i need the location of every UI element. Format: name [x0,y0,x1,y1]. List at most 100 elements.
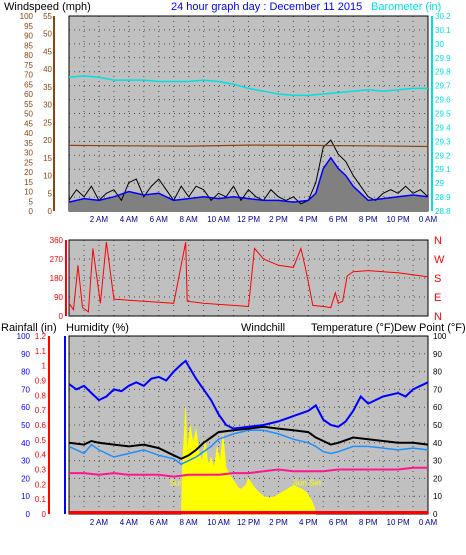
wind-x-tick-label: 10 AM [207,215,230,224]
wind-x-tick-label: 10 PM [387,215,410,224]
temperature-x-tick-label: 8 AM [180,518,199,527]
wind-tick-label: 50 [24,110,33,119]
temperature-x-tick-label: 8 PM [359,518,378,527]
dewpoint-line [69,466,428,478]
direction-tick-label: 90 [54,293,63,302]
temperature-tick-label: 30 [433,457,442,466]
temperature-x-tick-label: 6 AM [150,518,169,527]
dewpoint-axis-title: Dew Point (°F) [394,322,466,334]
sunset-label: Sun Set [293,479,322,488]
direction-tick-label: 180 [50,274,64,283]
wind-mid-tick-label: 5 [48,189,53,198]
barometer-tick-label: 29.7 [435,82,451,91]
temperature-x-tick-label: 12 PM [237,518,260,527]
wind-tick-label: 10 [24,188,33,197]
wind-mid-tick-label: 40 [43,65,52,74]
barometer-tick-label: 30.1 [435,26,451,35]
temperature-x-tick-label: 6 PM [329,518,348,527]
wind-x-tick-label: 12 PM [237,215,260,224]
wind-x-tick-label: 8 AM [180,215,199,224]
wind-x-tick-label: 4 AM [120,215,139,224]
wind-gust-line [68,139,429,205]
barometer-axis-title: Barometer (in) [371,1,441,13]
wind-tick-label: 30 [24,149,33,158]
temperature-tick-label: 10 [433,492,442,501]
wind-tick-label: 25 [24,158,33,167]
rain-tick-label: 0.7 [35,406,47,415]
humidity-tick-label: 40 [21,439,30,448]
rain-tick-label: 0.8 [35,391,47,400]
rain-tick-label: 0.9 [35,377,47,386]
humidity-tick-label: 50 [21,421,30,430]
humidity-axis-title: Humidity (%) [66,322,129,334]
wind-direction-line [68,242,429,313]
wind-mid-tick-label: 10 [43,172,52,181]
rain-tick-label: 0.6 [35,421,47,430]
humidity-tick-label: 100 [17,332,31,341]
barometer-tick-label: 29.5 [435,110,451,119]
wind-x-tick-label: 8 PM [359,215,378,224]
wind-mid-tick-label: 50 [43,30,52,39]
barometer-tick-label: 29.4 [435,123,451,132]
barometer-tick-label: 29.8 [435,68,451,77]
compass-tick-label: N [434,235,442,247]
temperature-x-tick-label: 2 PM [269,518,288,527]
windchill-label: Windchill [241,322,285,334]
wind-tick-label: 5 [29,197,34,206]
barometer-tick-label: 30 [435,40,444,49]
temperature-tick-label: 100 [433,332,447,341]
wind-x-tick-label: 2 AM [90,215,109,224]
temperature-x-tick-label: 4 AM [120,518,139,527]
rain-tick-label: 1 [42,362,47,371]
wind-tick-label: 80 [24,51,33,60]
humidity-tick-label: 80 [21,368,30,377]
wind-axis-title: Windspeed (mph) [4,1,91,13]
barometer-tick-label: 29.2 [435,151,451,160]
rainfall-axis-title: Rainfall (in) [1,322,57,334]
temperature-axis-title: Temperature (°F) [311,322,394,334]
barometer-tick-label: 29 [435,179,444,188]
temperature-tick-label: 0 [433,510,438,519]
rain-tick-label: 0.4 [35,451,47,460]
wind-x-tick-label: 0 AM [419,215,438,224]
temperature-tick-label: 20 [433,474,442,483]
compass-tick-label: S [434,273,441,285]
rain-tick-label: 0.5 [35,436,47,445]
wind-x-tick-label: 6 PM [329,215,348,224]
wind-mid-tick-label: 0 [48,207,53,216]
compass-tick-label: W [434,254,445,266]
wind-x-tick-label: 4 PM [299,215,318,224]
chart-layer: 1009590858075706560555045403530252015105… [17,12,451,527]
humidity-tick-label: 30 [21,457,30,466]
wind-tick-label: 40 [24,129,33,138]
wind-mid-tick-label: 55 [43,12,52,21]
temperature-tick-label: 40 [433,439,442,448]
sunrise-label: Sun Rise [169,479,202,488]
rain-tick-label: 0.3 [35,466,47,475]
wind-tick-label: 75 [24,61,33,70]
rain-tick-label: 1.1 [35,347,47,356]
humidity-line [68,359,429,430]
wind-tick-label: 95 [24,22,33,31]
temperature-x-tick-label: 0 AM [419,518,438,527]
direction-tick-label: 0 [59,312,64,321]
temperature-x-tick-label: 2 AM [90,518,109,527]
temperature-x-tick-label: 10 AM [207,518,230,527]
wind-mid-tick-label: 25 [43,118,52,127]
wind-average-fill [69,157,428,211]
wind-tick-label: 20 [24,168,33,177]
humidity-tick-label: 90 [21,350,30,359]
rain-tick-label: 0 [42,510,47,519]
humidity-tick-label: 60 [21,403,30,412]
temperature-tick-label: 80 [433,368,442,377]
wind-tick-label: 45 [24,119,33,128]
wind-reference-line [68,144,429,148]
wind-tick-label: 35 [24,139,33,148]
wind-tick-label: 70 [24,71,33,80]
wind-tick-label: 85 [24,41,33,50]
wind-average-line [68,156,429,203]
wind-mid-tick-label: 20 [43,136,52,145]
wind-tick-label: 0 [29,207,34,216]
